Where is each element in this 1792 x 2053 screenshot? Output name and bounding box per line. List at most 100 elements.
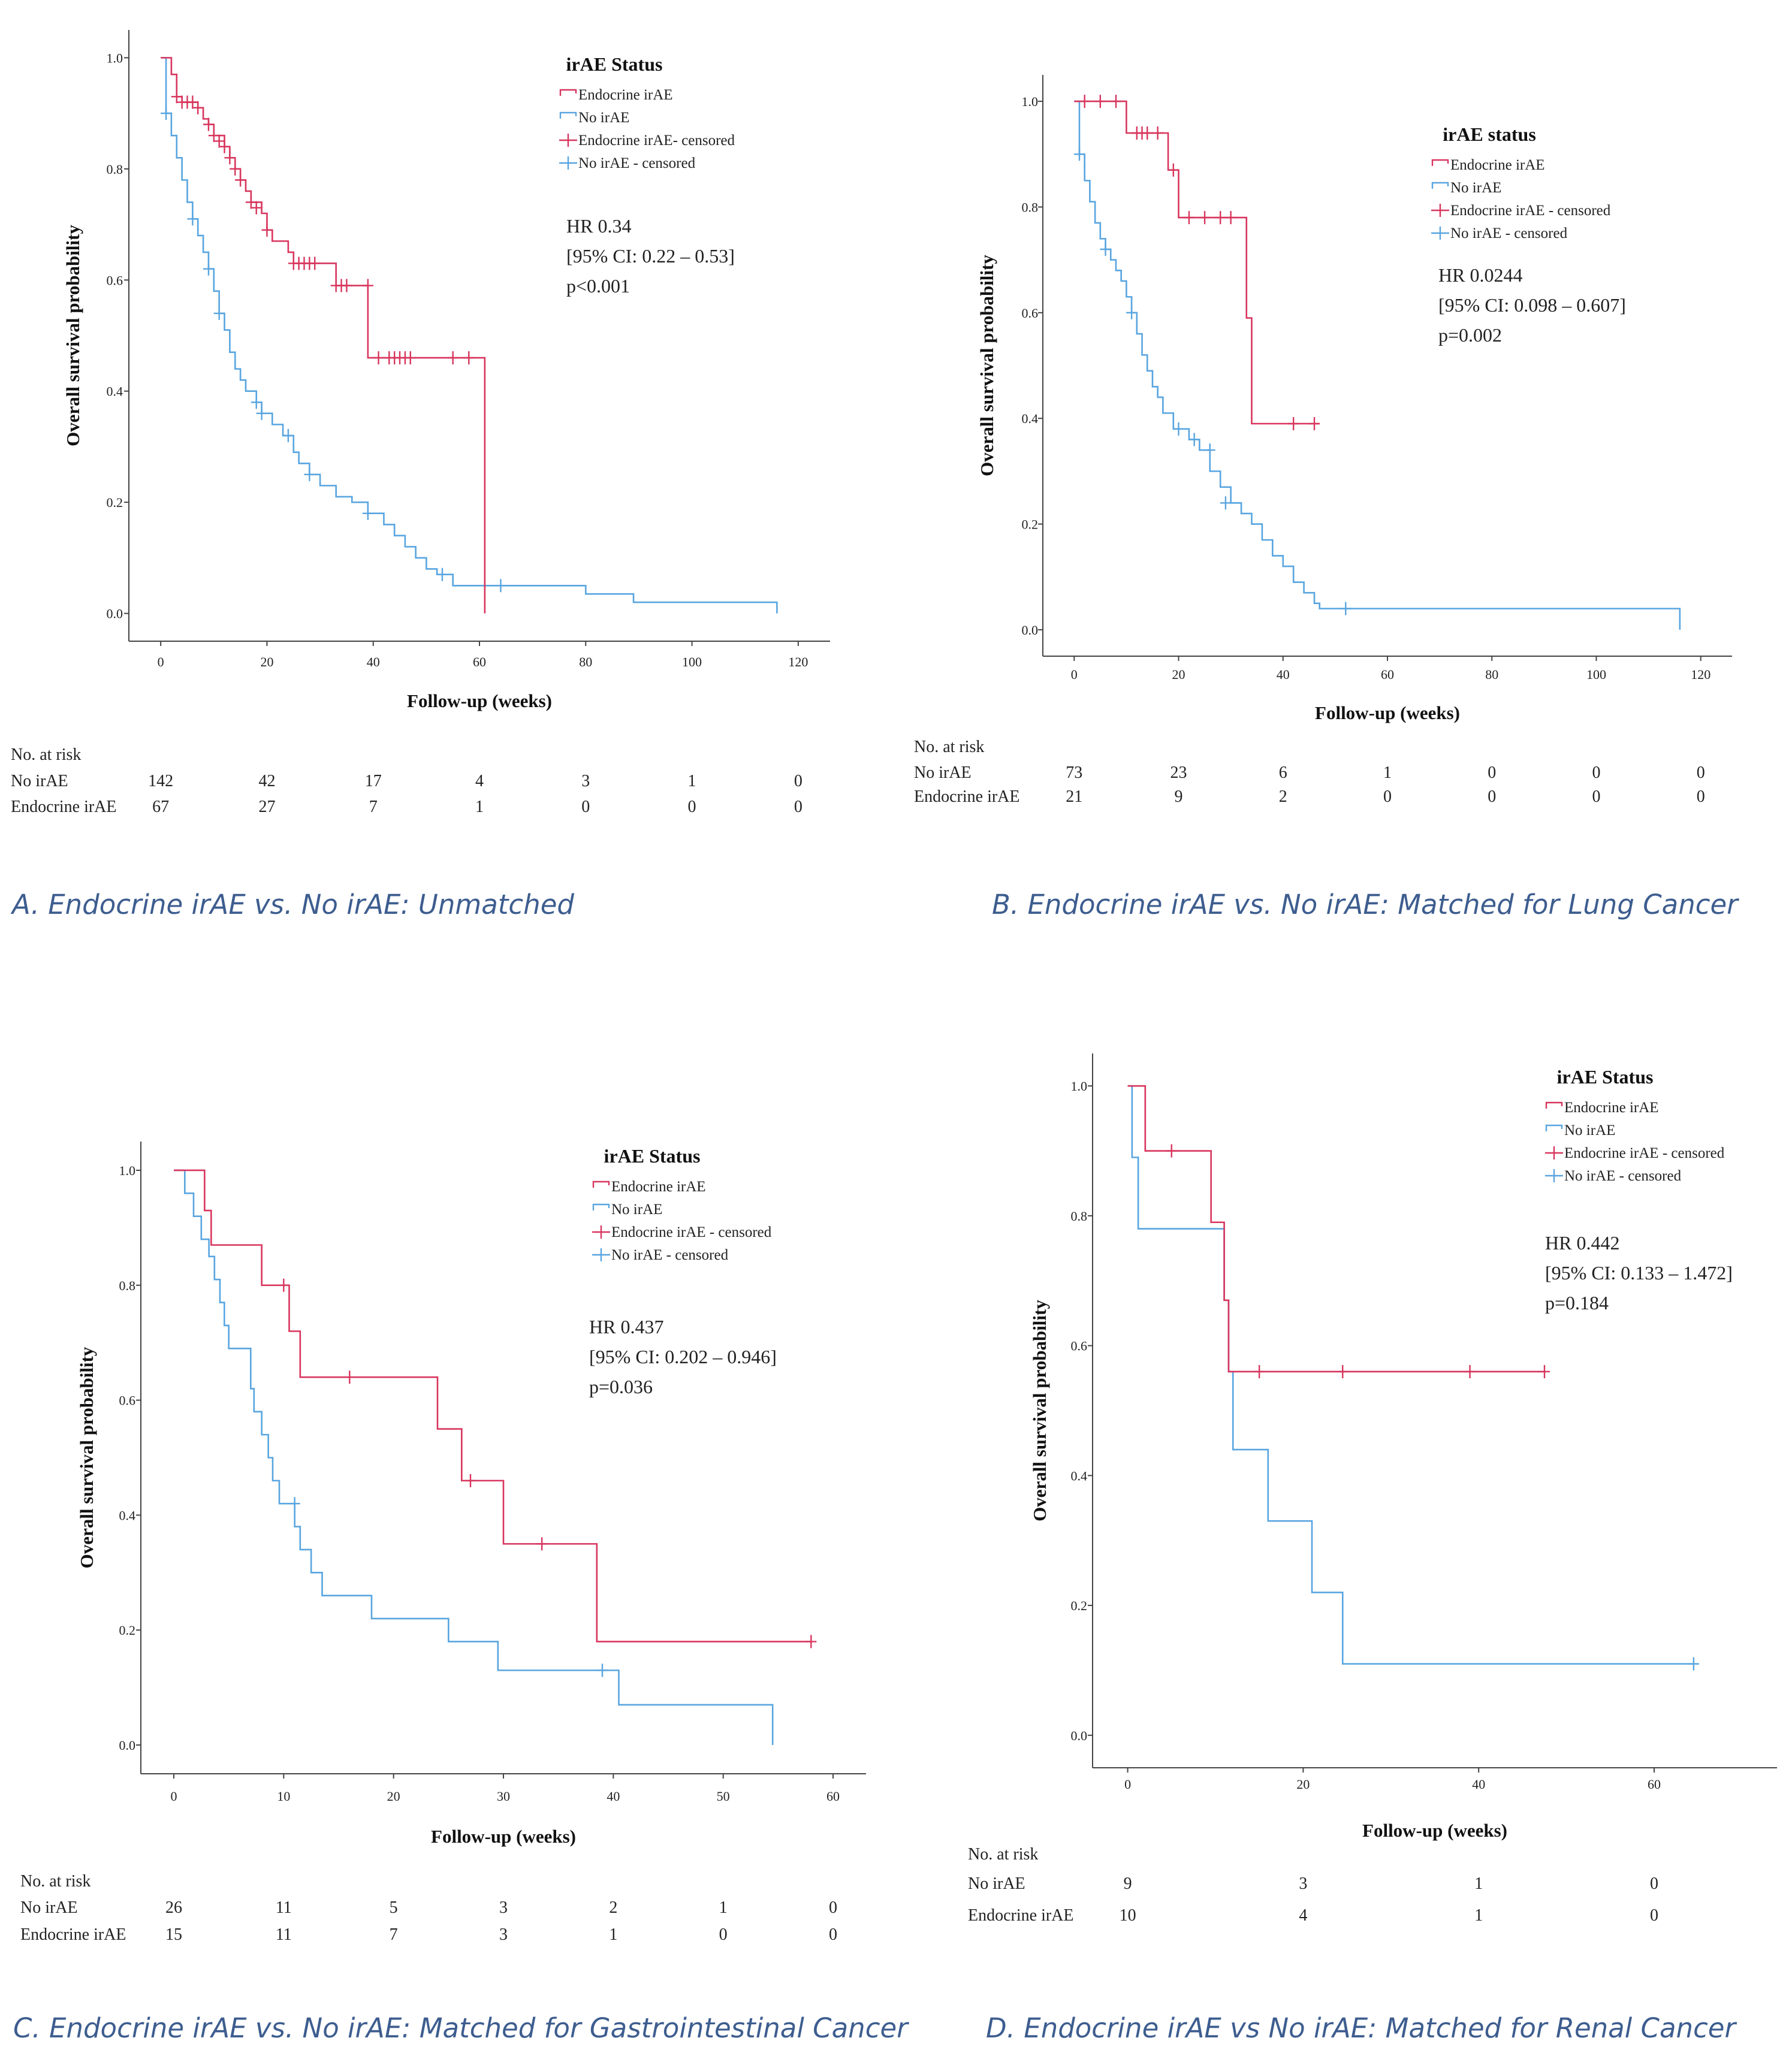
- risk-count: 9: [1124, 1874, 1132, 1893]
- hazard-ratio-text: HR 0.442: [1545, 1232, 1619, 1254]
- x-tick-label: 60: [826, 1789, 840, 1804]
- hazard-ratio-text: HR 0.34: [566, 215, 631, 237]
- legend-title: irAE Status: [604, 1145, 701, 1167]
- no-irae-censor-mark: [213, 306, 225, 320]
- endocrine-censor-mark: [1183, 211, 1194, 225]
- no-irae-legend-swatch: [592, 1203, 610, 1210]
- risk-count: 1: [1474, 1874, 1483, 1893]
- risk-table-title: No. at risk: [11, 745, 81, 764]
- y-tick-label: 0.8: [1071, 1209, 1088, 1224]
- x-tick-label: 80: [579, 654, 592, 669]
- endocrine-censor-mark: [245, 195, 257, 209]
- endocrine-survival-curve: [1127, 1085, 1545, 1373]
- hazard-ratio-text: HR 0.0244: [1438, 264, 1522, 286]
- no-irae-censor-mark: [256, 406, 267, 420]
- x-tick-label: 120: [788, 654, 808, 669]
- risk-count: 9: [1175, 787, 1183, 806]
- endocrine-censor-mark: [1167, 163, 1179, 177]
- endocrine-censor-mark: [447, 351, 458, 365]
- legend-label: Endocrine irAE: [611, 1179, 706, 1195]
- x-tick-label: 50: [717, 1789, 730, 1804]
- endocrine-censor-mark: [213, 134, 225, 148]
- panel-b: 0.00.20.40.60.81.00 20 40 60 80 100 120Overall…: [914, 75, 1739, 920]
- no-irae-censored-legend-swatch: [592, 1248, 610, 1261]
- endocrine-censor-mark: [1110, 95, 1121, 108]
- risk-count: 0: [688, 798, 696, 816]
- endocrine-survival-curve: [174, 1169, 811, 1643]
- no-irae-censor-mark: [495, 579, 506, 593]
- endocrine-censored-legend-swatch: [1431, 204, 1449, 217]
- risk-count: 0: [829, 1925, 837, 1944]
- y-tick-label: 0.8: [107, 162, 123, 177]
- y-tick-label: 0.2: [1071, 1598, 1088, 1613]
- endocrine-survival-curve: [161, 57, 486, 614]
- y-tick-label: 0.0: [1022, 623, 1039, 638]
- endocrine-censor-mark: [208, 129, 219, 143]
- endocrine-legend-swatch: [1545, 1101, 1563, 1109]
- x-tick-label: 40: [1277, 667, 1290, 682]
- no-irae-censor-mark: [436, 567, 448, 581]
- x-tick-label: 40: [367, 654, 380, 669]
- no-irae-censored-legend-swatch: [559, 156, 577, 170]
- x-tick-label: 20: [1172, 667, 1185, 682]
- endocrine-censor-mark: [344, 1370, 355, 1384]
- y-tick-label: 0.6: [119, 1393, 136, 1408]
- endocrine-censored-legend-swatch: [592, 1225, 610, 1239]
- y-tick-label: 0.6: [1022, 306, 1039, 321]
- risk-row-label: No irAE: [968, 1874, 1025, 1893]
- no-irae-censor-mark: [304, 467, 315, 481]
- endocrine-censor-mark: [1254, 1364, 1265, 1378]
- hazard-ratio-text: [95% CI: 0.202 – 0.946]: [589, 1346, 777, 1367]
- risk-count: 4: [475, 772, 484, 790]
- risk-count: 0: [719, 1925, 728, 1944]
- hazard-ratio-text: p<0.001: [566, 275, 630, 297]
- no-irae-censor-mark: [597, 1663, 608, 1677]
- x-axis-title: Follow-up (weeks): [1315, 702, 1460, 723]
- risk-count: 2: [1279, 787, 1287, 806]
- endocrine-legend-swatch: [592, 1181, 610, 1188]
- risk-table-title: No. at risk: [968, 1845, 1038, 1864]
- y-tick-label: 0.0: [107, 606, 123, 621]
- legend-label: Endocrine irAE - censored: [1450, 203, 1611, 219]
- endocrine-legend-swatch: [1431, 159, 1449, 166]
- no-irae-censor-mark: [289, 1497, 300, 1511]
- x-tick-label: 10: [277, 1789, 290, 1804]
- x-tick-label: 40: [607, 1789, 620, 1804]
- endocrine-legend-swatch: [559, 89, 577, 96]
- no-irae-censor-mark: [1173, 422, 1184, 436]
- risk-count: 0: [1650, 1906, 1658, 1925]
- risk-count: 0: [1488, 763, 1496, 782]
- endocrine-censor-mark: [1225, 211, 1236, 225]
- endocrine-censor-mark: [1309, 417, 1320, 430]
- x-tick-label: 60: [1648, 1777, 1661, 1792]
- endocrine-censor-mark: [187, 95, 198, 109]
- risk-count: 0: [1488, 787, 1496, 806]
- risk-count: 23: [1170, 763, 1187, 782]
- risk-count: 0: [1650, 1874, 1658, 1893]
- risk-count: 17: [365, 772, 382, 790]
- x-axis-title: Follow-up (weeks): [1362, 1820, 1507, 1841]
- y-tick-label: 0.8: [1022, 200, 1039, 215]
- no-irae-legend-swatch: [1545, 1124, 1563, 1131]
- y-tick-label: 0.0: [1071, 1728, 1088, 1743]
- risk-count: 6: [1279, 763, 1287, 782]
- legend-label: No irAE - censored: [1564, 1168, 1682, 1184]
- x-tick-label: 30: [497, 1789, 510, 1804]
- no-irae-censor-mark: [1220, 496, 1231, 510]
- x-tick-label: 0: [1124, 1777, 1131, 1792]
- endocrine-censor-mark: [362, 279, 373, 292]
- panel-caption: A. Endocrine irAE vs. No irAE: Unmatched: [10, 889, 574, 920]
- risk-count: 2: [609, 1898, 617, 1917]
- legend-label: Endocrine irAE: [1564, 1100, 1659, 1116]
- risk-count: 42: [258, 772, 275, 790]
- legend-title: irAE status: [1443, 123, 1536, 145]
- risk-count: 1: [1474, 1906, 1483, 1925]
- endocrine-censor-mark: [536, 1537, 548, 1551]
- endocrine-survival-curve: [1074, 100, 1320, 425]
- legend-label: Endocrine irAE: [578, 87, 673, 103]
- x-tick-label: 20: [1296, 1777, 1310, 1792]
